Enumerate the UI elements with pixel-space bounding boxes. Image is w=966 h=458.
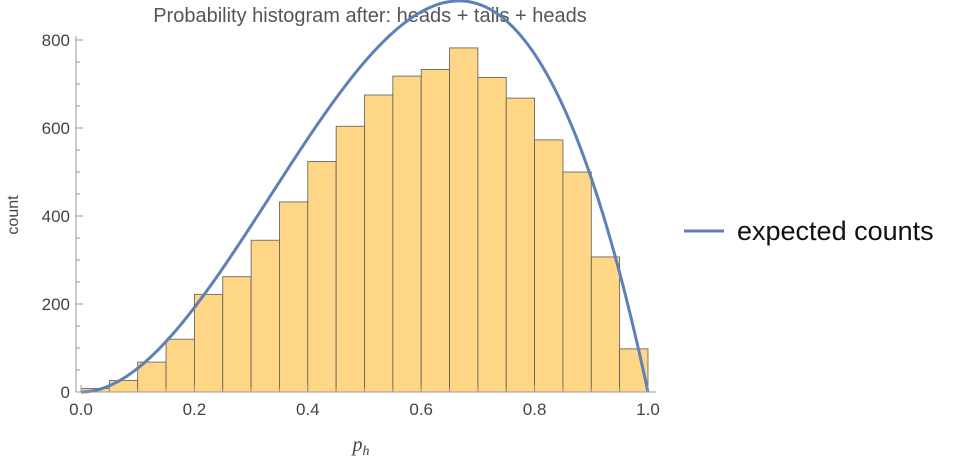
histogram-bar [420, 69, 450, 393]
expected-curve-layer [80, 0, 650, 394]
legend: expected counts [684, 216, 934, 246]
x-axis-label-subscript: h [363, 444, 370, 458]
y-tick-label: 600 [42, 119, 70, 138]
histogram-bar [534, 139, 564, 393]
x-tick-label: 0.8 [523, 400, 547, 419]
x-tick-label: 0.4 [296, 400, 320, 419]
x-tick-label: 0.0 [69, 400, 93, 419]
histogram-bar [505, 97, 536, 393]
histogram-bar [222, 276, 252, 393]
histogram-bar [165, 338, 195, 393]
histogram-bar [279, 201, 309, 393]
y-tick-label: 0 [61, 383, 70, 402]
histogram-bar [364, 94, 394, 393]
histogram-bar [250, 239, 280, 393]
histogram-bar [193, 293, 224, 393]
histogram-bar [477, 77, 507, 393]
histogram-bar [137, 361, 167, 393]
y-tick-label: 400 [42, 207, 70, 226]
histogram-bar [392, 75, 422, 393]
histogram-bar [562, 171, 592, 393]
histogram-bar [590, 256, 621, 393]
expected-counts-line [80, 0, 650, 394]
y-ticks: 0 200 400 600 800 [42, 31, 83, 402]
bars [80, 47, 649, 393]
x-tick-label: 1.0 [636, 400, 660, 419]
histogram-bar [449, 47, 479, 393]
histogram-bar [335, 125, 365, 393]
x-tick-label: 0.6 [409, 400, 433, 419]
legend-label: expected counts [737, 216, 934, 246]
y-axis-label: count [5, 195, 22, 235]
chart-title: Probability histogram after: heads + tai… [153, 5, 587, 27]
x-axis-label: ph [351, 434, 370, 458]
y-tick-label: 800 [42, 31, 70, 50]
x-tick-label: 0.2 [183, 400, 207, 419]
y-tick-label: 200 [42, 295, 70, 314]
histogram-bar [307, 161, 337, 393]
x-ticks: 0.0 0.2 0.4 0.6 0.8 1.0 [69, 385, 660, 419]
axes [75, 36, 656, 393]
x-axis-label-main: p [351, 434, 363, 456]
